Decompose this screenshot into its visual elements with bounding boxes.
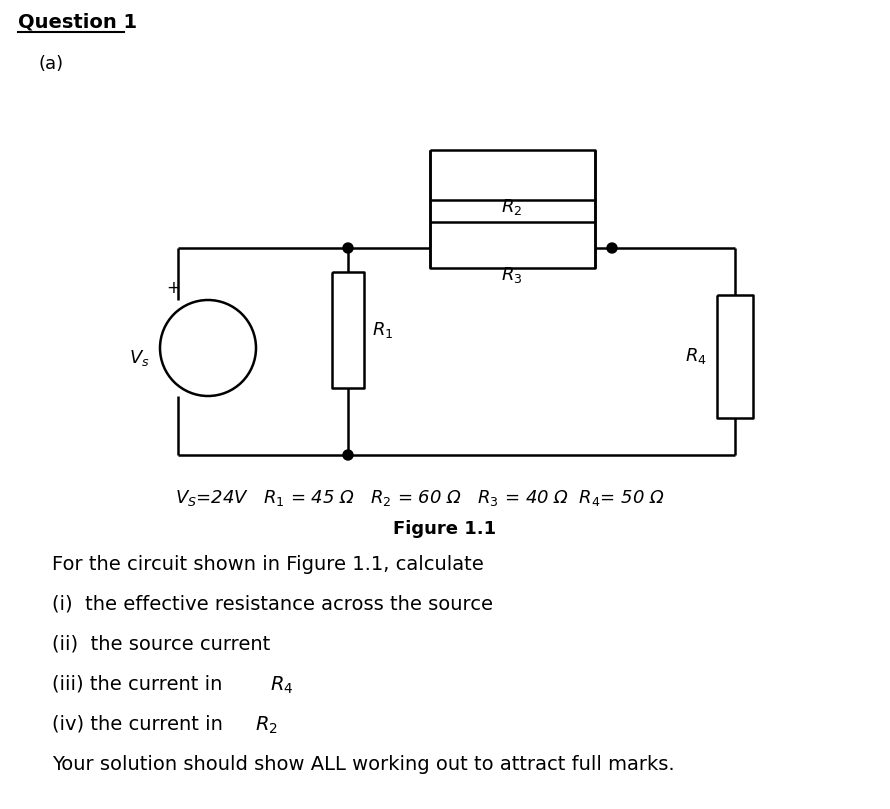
Text: (i)  the effective resistance across the source: (i) the effective resistance across the …: [52, 595, 493, 614]
Circle shape: [343, 243, 353, 253]
Text: +: +: [166, 279, 180, 297]
Text: $V_s$: $V_s$: [129, 348, 150, 368]
Text: $R_3$: $R_3$: [501, 265, 522, 285]
Text: $R_4$: $R_4$: [270, 675, 294, 697]
Text: $R_1$: $R_1$: [372, 320, 393, 340]
Text: For the circuit shown in Figure 1.1, calculate: For the circuit shown in Figure 1.1, cal…: [52, 555, 484, 574]
Text: (ii)  the source current: (ii) the source current: [52, 635, 271, 654]
Text: $R_2$: $R_2$: [501, 197, 522, 217]
Text: $R_2$: $R_2$: [255, 715, 278, 736]
Text: $V_S$=24V   $R_1$ = 45 Ω   $R_2$ = 60 Ω   $R_3$ = 40 Ω  $R_4$= 50 Ω: $V_S$=24V $R_1$ = 45 Ω $R_2$ = 60 Ω $R_3…: [175, 488, 665, 508]
Text: (a): (a): [38, 55, 63, 73]
Text: Question 1: Question 1: [18, 12, 137, 31]
Circle shape: [607, 243, 617, 253]
Text: Your solution should show ALL working out to attract full marks.: Your solution should show ALL working ou…: [52, 755, 675, 774]
Text: Figure 1.1: Figure 1.1: [393, 520, 497, 538]
Text: (iv) the current in: (iv) the current in: [52, 715, 229, 734]
Text: $R_4$: $R_4$: [685, 346, 707, 366]
Circle shape: [343, 450, 353, 460]
Text: (iii) the current in: (iii) the current in: [52, 675, 229, 694]
